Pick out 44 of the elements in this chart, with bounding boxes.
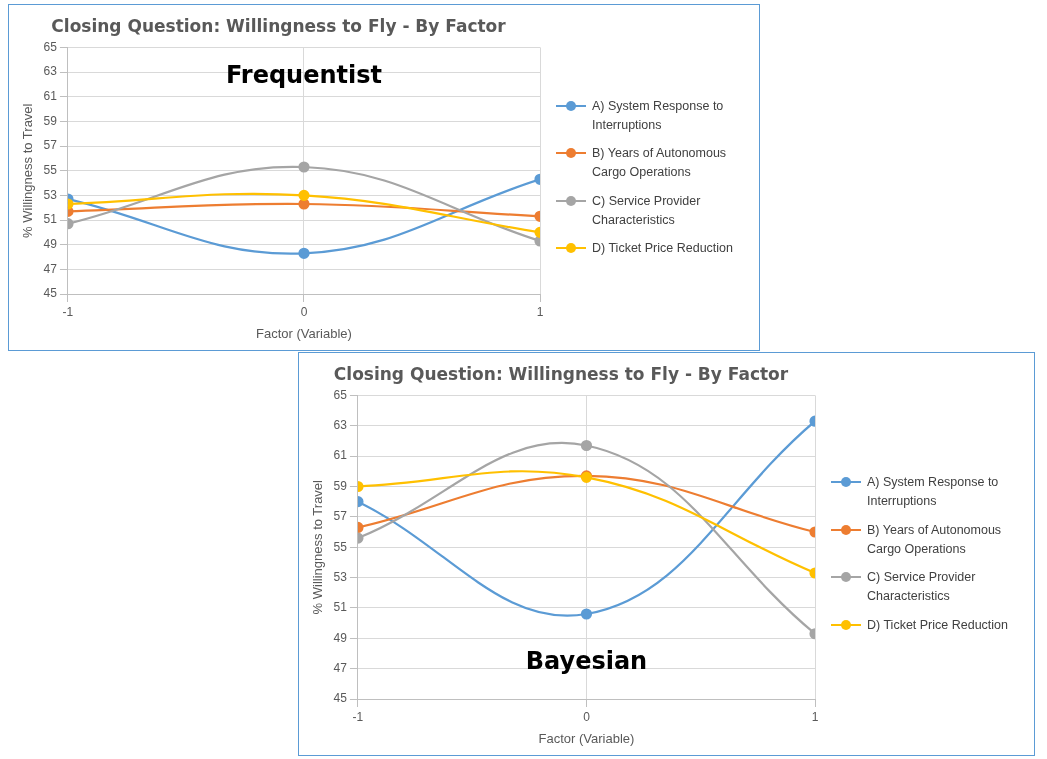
y-tick-label: 55 — [43, 163, 58, 178]
chart-title: Closing Question: Willingness to Fly - By Factor — [333, 363, 789, 384]
y-tick-label: 49 — [333, 630, 348, 645]
y-tick-label: 61 — [333, 448, 348, 463]
y-axis-title: % Willingness to Travel — [310, 479, 326, 615]
y-tick-label: 61 — [43, 89, 58, 104]
y-tick-label: 59 — [43, 113, 58, 128]
y-tick-label: 55 — [333, 539, 348, 554]
x-tick-label: 1 — [811, 709, 819, 724]
legend-label: D) Ticket Price Reduction — [592, 240, 734, 258]
y-tick-label: 51 — [333, 600, 348, 615]
y-tick-label: 59 — [333, 478, 348, 493]
x-axis-title: Factor (Variable) — [538, 730, 635, 746]
y-tick-label: 63 — [43, 64, 58, 79]
x-tick-label: 1 — [536, 304, 544, 319]
y-tick-label: 49 — [43, 236, 58, 251]
legend-label: D) Ticket Price Reduction — [867, 616, 1009, 634]
annotation: Frequentist — [225, 61, 383, 90]
y-tick-label: 47 — [43, 261, 58, 276]
legend-label: B) Years of Autonomous Cargo Operations — [592, 145, 728, 182]
y-tick-label: 65 — [333, 387, 348, 402]
x-tick-label: -1 — [352, 709, 364, 724]
annotation: Bayesian — [525, 646, 648, 675]
legend-label: A) System Response to Interruptions — [592, 97, 725, 134]
y-tick-label: 57 — [43, 138, 58, 153]
x-tick-label: 0 — [583, 709, 591, 724]
y-axis-title: % Willingness to Travel — [20, 103, 36, 238]
y-tick-label: 45 — [333, 691, 348, 706]
legend-label: B) Years of Autonomous Cargo Operations — [867, 521, 1003, 558]
x-tick-label: -1 — [62, 304, 74, 319]
chart-title: Closing Question: Willingness to Fly - By Factor — [51, 15, 507, 36]
y-tick-label: 47 — [333, 660, 348, 675]
legend-label: A) System Response to Interruptions — [867, 474, 1000, 511]
y-tick-label: 45 — [43, 286, 58, 301]
y-tick-label: 53 — [333, 569, 348, 584]
x-axis-title: Factor (Variable) — [256, 325, 352, 341]
legend-label: C) Service Provider Characteristics — [592, 192, 702, 229]
y-tick-label: 57 — [333, 509, 348, 524]
y-tick-label: 53 — [43, 187, 58, 202]
y-tick-label: 51 — [43, 212, 58, 227]
y-tick-label: 63 — [333, 418, 348, 433]
legend-label: C) Service Provider Characteristics — [867, 569, 977, 606]
y-tick-label: 65 — [43, 39, 58, 54]
x-tick-label: 0 — [300, 304, 308, 319]
